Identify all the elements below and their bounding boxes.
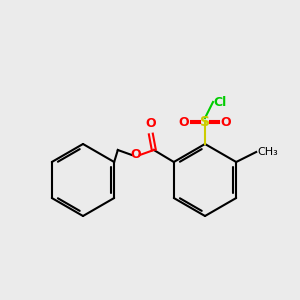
Text: O: O — [221, 116, 231, 128]
Text: Cl: Cl — [213, 95, 226, 109]
Text: O: O — [130, 148, 141, 161]
Text: CH₃: CH₃ — [257, 147, 278, 157]
Text: S: S — [200, 115, 210, 129]
Text: O: O — [146, 117, 156, 130]
Text: O: O — [179, 116, 189, 128]
